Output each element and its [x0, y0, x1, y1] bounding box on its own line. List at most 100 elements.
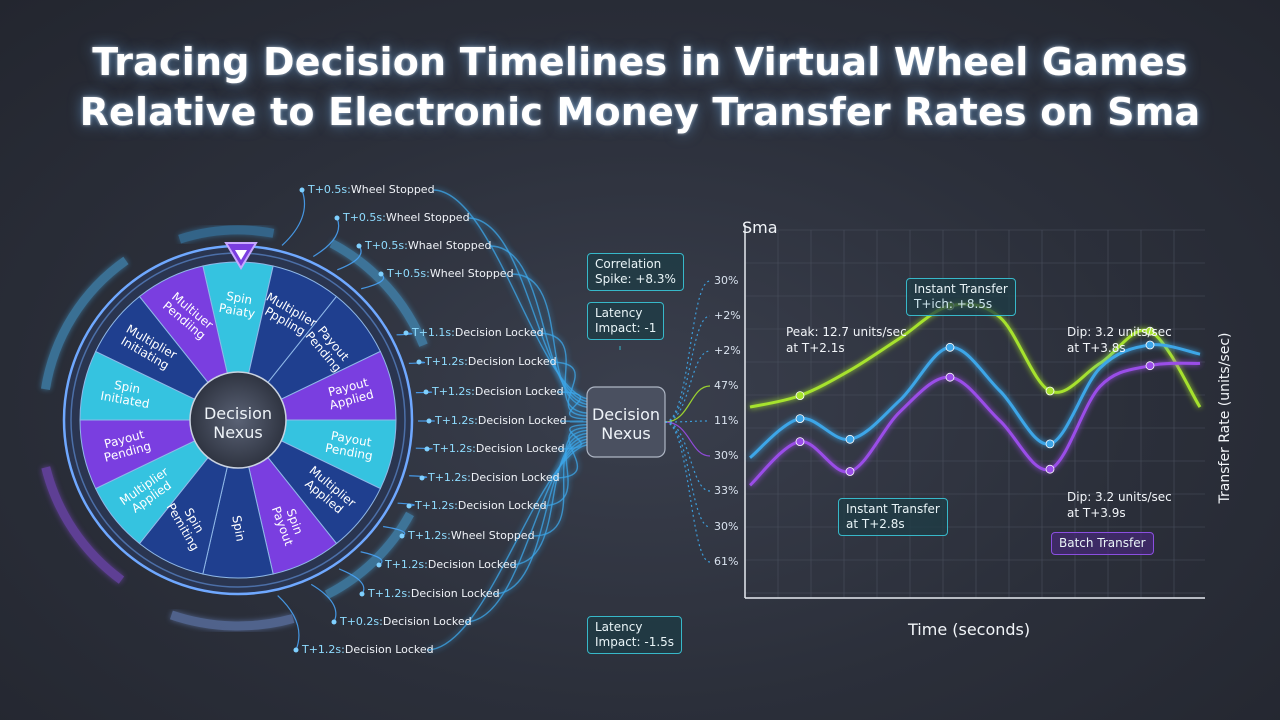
connector-dot: [334, 215, 340, 221]
annotation-instant-transfer-top: Instant Transfer T+ich: +8.5s: [906, 278, 1016, 316]
connector-line: [281, 189, 306, 246]
annotation-dip-top: Dip: 3.2 units/sec at T+3.8s: [1067, 325, 1172, 355]
timeline-label: T+1.2s:Wheel Stopped: [408, 529, 535, 542]
connector-dot: [403, 330, 409, 336]
fan-line: [426, 444, 588, 651]
nexus-dotted-line: [664, 421, 711, 492]
annotation-batch-transfer: Batch Transfer: [1051, 532, 1154, 555]
wheel-pointer-inner-icon: [235, 250, 247, 260]
percent-label: 61%: [714, 555, 739, 568]
glow-arc: [329, 239, 428, 347]
percent-label: 33%: [714, 484, 739, 497]
wheel-center-label: Decision Nexus: [203, 404, 273, 442]
fan-line: [539, 429, 588, 507]
timeline-label: T+0.5s:Wheel Stopped: [308, 183, 435, 196]
timeline-label: T+1.2s:Decision Locked: [368, 587, 500, 600]
fan-line: [509, 435, 588, 566]
fan-line: [556, 391, 588, 420]
fan-line: [464, 441, 588, 623]
fan-line: [559, 420, 588, 423]
latency-top-callout: Latency Impact: -1: [587, 302, 665, 340]
timeline-label: T+1.2s:Decision Locked: [432, 385, 564, 398]
chart-y-axis-label: Transfer Rate (units/sec): [1217, 332, 1233, 504]
annotation-instant-transfer-bottom: Instant Transfer at T+2.8s: [838, 498, 948, 536]
connector-line: [310, 583, 337, 623]
wheel-hub: [189, 371, 287, 469]
timeline-connectors: [277, 187, 435, 653]
chart-x-axis-label: Time (seconds): [908, 620, 1031, 639]
timeline-label: T+0.5s:Wheel Stopped: [387, 267, 514, 280]
connector-line: [277, 595, 300, 651]
nexus-dotted-line: [664, 421, 711, 563]
decision-nexus-box: [586, 386, 666, 458]
nexus-dotted-line: [664, 385, 711, 423]
connector-dot: [419, 475, 425, 481]
series-line: [749, 343, 1201, 459]
percent-label: +2%: [714, 309, 741, 322]
annotation-dip-bottom: Dip: 3.2 units/sec at T+3.9s: [1067, 490, 1172, 520]
nexus-dotted-lines: [619, 280, 711, 563]
connector-dot: [359, 591, 365, 597]
connector-dot: [416, 359, 422, 365]
fan-line: [467, 217, 588, 403]
percent-label: 30%: [714, 274, 739, 287]
connector-line: [312, 217, 340, 258]
percent-label: 30%: [714, 520, 739, 533]
connector-dot: [376, 562, 382, 568]
connector-dot: [293, 647, 299, 653]
connector-dot: [299, 187, 305, 193]
connector-dot: [426, 418, 432, 424]
connector-dot: [406, 503, 412, 509]
percent-label: 11%: [714, 414, 739, 427]
series-point: [1045, 439, 1055, 449]
annotation-peak: Peak: 12.7 units/sec at T+2.1s: [786, 325, 907, 355]
connector-line: [397, 502, 415, 507]
nexus-dotted-line: [664, 421, 711, 528]
timeline-label: T+0.5s:Whael Stopped: [365, 239, 492, 252]
series-point: [1145, 361, 1155, 371]
timeline-label: T+0.2s:Decision Locked: [340, 615, 472, 628]
connector-dot: [331, 619, 337, 625]
fan-line: [432, 189, 588, 400]
timeline-label: T+1.2s:Decision Locked: [415, 499, 547, 512]
nexus-dotted-line: [664, 315, 711, 423]
series-point: [845, 467, 855, 476]
connector-dot: [378, 271, 384, 277]
fan-line: [552, 426, 588, 479]
series-point: [795, 414, 805, 424]
series-point: [945, 372, 955, 382]
timeline-label: T+1.2s:Decision Locked: [435, 414, 567, 427]
series-point: [1045, 386, 1055, 396]
nexus-box-label: Decision Nexus: [591, 405, 661, 443]
timeline-label: T+1.2s:Decision Locked: [425, 355, 557, 368]
nexus-dotted-line: [664, 350, 711, 423]
connector-dot: [423, 389, 429, 395]
page-title-line-2: Relative to Electronic Money Transfer Ra…: [79, 90, 1201, 134]
timeline-label: T+1.1s:Decision Locked: [412, 326, 544, 339]
glow-arc: [324, 511, 414, 599]
fan-line: [511, 273, 588, 408]
series-point: [1045, 464, 1055, 474]
connector-line: [415, 447, 433, 450]
percent-label: +2%: [714, 344, 741, 357]
latency-bottom-callout: Latency Impact: -1.5s: [587, 616, 683, 654]
glow-arc: [40, 256, 129, 390]
timeline-label: T+1.2s:Decision Locked: [433, 442, 565, 455]
page-title-line-1: Tracing Decision Timelines in Virtual Wh…: [92, 40, 1188, 84]
fan-line: [532, 432, 588, 537]
fan-line: [492, 438, 588, 595]
correlation-callout: Correlation Spike: +8.3%: [587, 253, 684, 291]
nexus-dotted-line: [664, 280, 711, 423]
glow-arc: [178, 225, 275, 244]
chart-title: Sma: [742, 218, 778, 237]
connector-dot: [356, 243, 362, 249]
series-point: [945, 342, 955, 352]
timeline-label: T+1.2s:Decision Locked: [302, 643, 434, 656]
connector-dot: [424, 446, 430, 452]
glow-arc: [41, 466, 125, 584]
series-point: [845, 434, 855, 444]
series-line: [748, 361, 1201, 487]
connector-dot: [399, 533, 405, 539]
timeline-label: T+1.2s:Decision Locked: [385, 558, 517, 571]
